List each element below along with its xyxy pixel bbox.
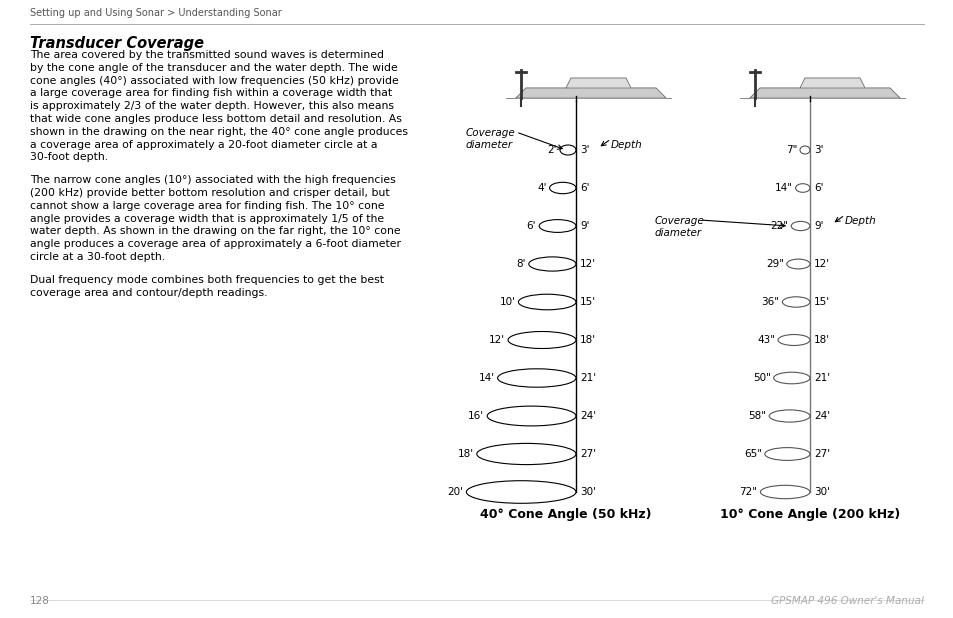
Text: diameter: diameter — [465, 140, 513, 150]
Polygon shape — [800, 78, 864, 88]
Text: Transducer Coverage: Transducer Coverage — [30, 36, 204, 51]
Text: 3': 3' — [813, 145, 822, 155]
Text: The narrow cone angles (10°) associated with the high frequencies: The narrow cone angles (10°) associated … — [30, 175, 395, 185]
Text: angle provides a coverage width that is approximately 1/5 of the: angle provides a coverage width that is … — [30, 214, 384, 224]
Text: 30-foot depth.: 30-foot depth. — [30, 153, 108, 163]
Text: 18': 18' — [813, 335, 829, 345]
Text: 2': 2' — [547, 145, 557, 155]
Text: 20': 20' — [447, 487, 463, 497]
Text: a coverage area of approximately a 20-foot diameter circle at a: a coverage area of approximately a 20-fo… — [30, 140, 377, 150]
Text: 18': 18' — [579, 335, 596, 345]
Text: water depth. As shown in the drawing on the far right, the 10° cone: water depth. As shown in the drawing on … — [30, 226, 400, 237]
Text: angle produces a coverage area of approximately a 6-foot diameter: angle produces a coverage area of approx… — [30, 239, 400, 249]
Text: by the cone angle of the transducer and the water depth. The wide: by the cone angle of the transducer and … — [30, 63, 397, 73]
Text: cone angles (40°) associated with low frequencies (50 kHz) provide: cone angles (40°) associated with low fr… — [30, 75, 398, 86]
Text: 14": 14" — [774, 183, 792, 193]
Text: 36": 36" — [760, 297, 779, 307]
Text: Coverage: Coverage — [655, 216, 704, 226]
Text: 22": 22" — [769, 221, 787, 231]
Text: 30': 30' — [579, 487, 596, 497]
Text: 3': 3' — [579, 145, 589, 155]
Text: a large coverage area for finding fish within a coverage width that: a large coverage area for finding fish w… — [30, 88, 392, 98]
Text: 4': 4' — [537, 183, 546, 193]
Text: 40° Cone Angle (50 kHz): 40° Cone Angle (50 kHz) — [479, 508, 651, 521]
Text: GPSMAP 496 Owner's Manual: GPSMAP 496 Owner's Manual — [770, 596, 923, 606]
Text: that wide cone angles produce less bottom detail and resolution. As: that wide cone angles produce less botto… — [30, 114, 401, 124]
Text: Dual frequency mode combines both frequencies to get the best: Dual frequency mode combines both freque… — [30, 275, 384, 285]
Text: 21': 21' — [579, 373, 596, 383]
Text: circle at a 30-foot depth.: circle at a 30-foot depth. — [30, 252, 165, 262]
Text: 10': 10' — [498, 297, 515, 307]
Polygon shape — [565, 78, 630, 88]
Text: Setting up and Using Sonar > Understanding Sonar: Setting up and Using Sonar > Understandi… — [30, 8, 281, 18]
Text: 15': 15' — [813, 297, 829, 307]
Text: 27': 27' — [579, 449, 596, 459]
Text: 24': 24' — [813, 411, 829, 421]
Text: 12': 12' — [579, 259, 596, 269]
Text: 6': 6' — [526, 221, 536, 231]
Text: 72": 72" — [739, 487, 757, 497]
Text: cannot show a large coverage area for finding fish. The 10° cone: cannot show a large coverage area for fi… — [30, 201, 384, 211]
Text: 10° Cone Angle (200 kHz): 10° Cone Angle (200 kHz) — [720, 508, 900, 521]
Text: 8': 8' — [516, 259, 525, 269]
Text: 14': 14' — [478, 373, 494, 383]
Text: 16': 16' — [468, 411, 484, 421]
Text: 15': 15' — [579, 297, 596, 307]
Text: Coverage: Coverage — [465, 128, 516, 138]
Text: 50": 50" — [752, 373, 770, 383]
Text: The area covered by the transmitted sound waves is determined: The area covered by the transmitted soun… — [30, 50, 384, 60]
Text: 29": 29" — [765, 259, 783, 269]
Text: 128: 128 — [30, 596, 50, 606]
Text: 43": 43" — [757, 335, 774, 345]
Text: 9': 9' — [579, 221, 589, 231]
Polygon shape — [516, 88, 665, 98]
Text: 6': 6' — [813, 183, 822, 193]
Text: (200 kHz) provide better bottom resolution and crisper detail, but: (200 kHz) provide better bottom resoluti… — [30, 188, 389, 198]
Text: 65": 65" — [743, 449, 761, 459]
Text: 30': 30' — [813, 487, 829, 497]
Text: 18': 18' — [457, 449, 474, 459]
Text: 9': 9' — [813, 221, 822, 231]
Text: 6': 6' — [579, 183, 589, 193]
Text: 7": 7" — [785, 145, 796, 155]
Text: 24': 24' — [579, 411, 596, 421]
Polygon shape — [749, 88, 899, 98]
Text: shown in the drawing on the near right, the 40° cone angle produces: shown in the drawing on the near right, … — [30, 127, 408, 137]
Text: 12': 12' — [488, 335, 504, 345]
Text: 27': 27' — [813, 449, 829, 459]
Text: coverage area and contour/depth readings.: coverage area and contour/depth readings… — [30, 287, 267, 298]
Text: Depth: Depth — [610, 140, 642, 150]
Text: diameter: diameter — [655, 228, 701, 238]
Text: 21': 21' — [813, 373, 829, 383]
Text: is approximately 2/3 of the water depth. However, this also means: is approximately 2/3 of the water depth.… — [30, 101, 394, 111]
Text: 12': 12' — [813, 259, 829, 269]
Text: 58": 58" — [747, 411, 765, 421]
Text: Depth: Depth — [844, 216, 876, 226]
